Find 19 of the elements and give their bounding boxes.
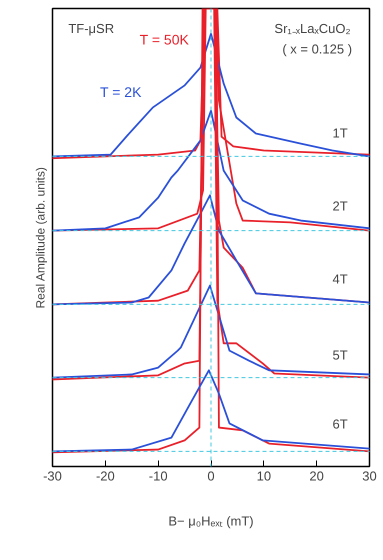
annotation: TF-μSR [68,20,114,36]
x-tick-label: -30 [43,468,62,484]
annotation: 5T [332,348,348,363]
y-axis-title: Real Amplitude (arb. units) [34,167,48,309]
x-tick-label: 20 [309,468,324,484]
series-label: T = 50K [140,31,190,48]
series-label: T = 2K [100,84,142,100]
x-tick-label: 10 [256,468,272,484]
annotation: 1T [332,125,348,140]
x-tick-label: -10 [148,468,168,484]
x-tick-label: 30 [362,468,377,484]
x-tick-label: -20 [96,468,115,484]
annotation: 4T [332,272,348,287]
annotation: 2T [332,198,348,214]
annotation: 6T [332,416,348,432]
x-tick-label: 0 [207,468,215,484]
annotation: Sr₁₋ₓLaₓCuO₂ [274,20,351,36]
x-axis-title: B− μ₀Hₑₓₜ (mT) [168,514,254,528]
annotation: ( x = 0.125 ) [282,42,352,57]
